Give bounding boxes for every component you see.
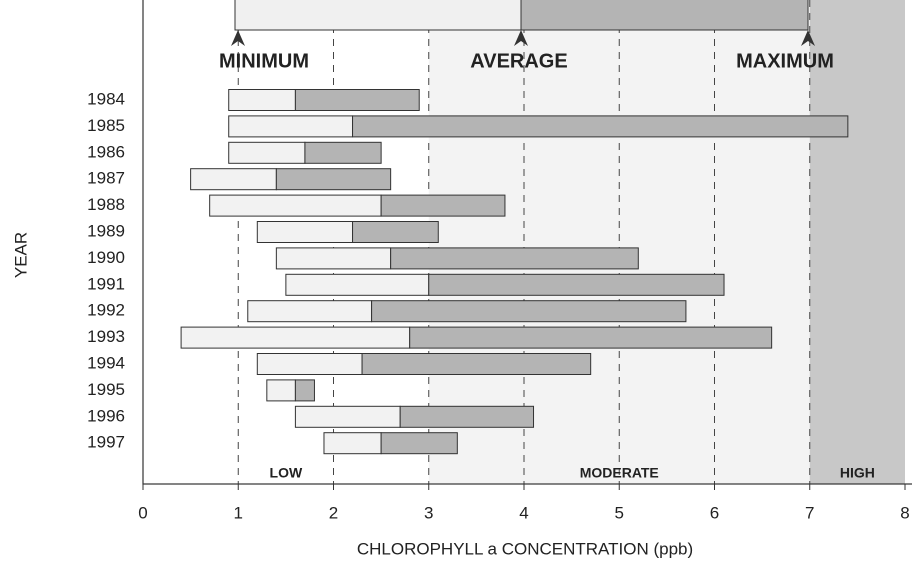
- y-tick-label: 1992: [87, 301, 125, 320]
- bar-min-avg: [275, 247, 392, 270]
- y-tick-label: 1987: [87, 169, 125, 188]
- x-tick-label: 6: [710, 503, 719, 522]
- plot-frame: [142, 0, 912, 485]
- legend-label: MAXIMUM: [736, 50, 834, 72]
- x-tick-label: 0: [138, 503, 147, 522]
- bar-avg-max: [294, 379, 315, 402]
- legend-arrow: [514, 30, 528, 46]
- bar-min-avg: [180, 326, 411, 349]
- x-tick-label: 5: [615, 503, 624, 522]
- bar-avg-max: [361, 353, 592, 375]
- legend: MINIMUM AVERAGE MAXIMUM: [219, 0, 834, 72]
- y-tick-label: 1989: [87, 221, 125, 240]
- bar-avg-max: [352, 221, 439, 243]
- y-tick-label: 1990: [87, 248, 125, 267]
- bar-avg-max: [380, 194, 506, 217]
- legend-arrow: [231, 30, 245, 46]
- x-tick-label: 3: [424, 503, 433, 522]
- bar-min-avg: [228, 141, 306, 164]
- y-tick-label: 1991: [87, 274, 125, 293]
- zone-label: HIGH: [840, 465, 875, 481]
- bar-min-avg: [256, 353, 363, 375]
- bar-min-avg: [256, 221, 354, 243]
- bar-avg-max: [409, 326, 773, 349]
- y-tick-label: 1986: [87, 142, 125, 161]
- x-tick-label: 4: [519, 503, 528, 522]
- bar-avg-max: [352, 115, 849, 138]
- y-tick-label: 1994: [87, 353, 125, 372]
- bar-avg-max: [304, 141, 382, 164]
- bar-min-avg: [294, 405, 401, 428]
- bar-min-avg: [247, 300, 373, 323]
- y-tick-label: 1995: [87, 380, 125, 399]
- bar-avg-max: [275, 168, 392, 191]
- bar-min-avg: [285, 273, 430, 296]
- y-tick-label: 1984: [87, 89, 125, 108]
- x-tick-label: 2: [329, 503, 338, 522]
- y-tick-label: 1985: [87, 116, 125, 135]
- zone: [809, 0, 905, 484]
- y-tick-label: 1996: [87, 406, 125, 425]
- zone-label: LOW: [270, 465, 303, 481]
- legend-label: MINIMUM: [219, 50, 309, 72]
- bar-min-avg: [228, 115, 354, 138]
- bar-avg-max: [371, 300, 687, 323]
- x-axis-title: CHLOROPHYLL a CONCENTRATION (ppb): [357, 539, 693, 558]
- bar-min-avg: [323, 432, 382, 455]
- x-tick-label: 7: [805, 503, 814, 522]
- bar-avg-max: [294, 89, 420, 111]
- bar-min-avg: [190, 168, 277, 191]
- y-axis-title: YEAR: [11, 232, 30, 278]
- y-tick-label: 1993: [87, 327, 125, 346]
- legend-label: AVERAGE: [470, 50, 567, 72]
- bar-avg-max: [399, 405, 535, 428]
- legend-dark-bar: [520, 0, 809, 31]
- bar-min-avg: [266, 379, 296, 402]
- bar-min-avg: [209, 194, 382, 217]
- y-tick-label: 1997: [87, 433, 125, 452]
- bar-avg-max: [428, 273, 725, 296]
- x-tick-label: 1: [234, 503, 243, 522]
- legend-arrow: [801, 30, 815, 46]
- legend-light-bar: [234, 0, 522, 31]
- zone-label: MODERATE: [580, 465, 659, 481]
- bar-min-avg: [228, 89, 296, 111]
- x-tick-label: 8: [900, 503, 909, 522]
- bar-avg-max: [380, 432, 458, 455]
- y-tick-label: 1988: [87, 195, 125, 214]
- bar-avg-max: [390, 247, 639, 270]
